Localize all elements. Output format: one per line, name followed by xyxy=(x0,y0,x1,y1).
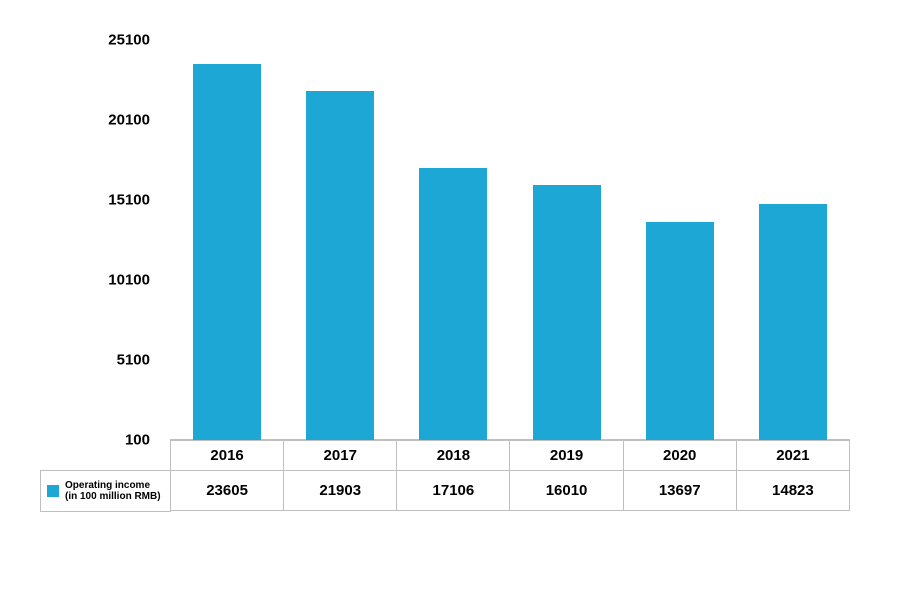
value-cell: 21903 xyxy=(284,471,397,511)
value-cell: 13697 xyxy=(623,471,736,511)
value-cell: 17106 xyxy=(397,471,510,511)
value-cell: 14823 xyxy=(736,471,849,511)
category-cell: 2016 xyxy=(171,441,284,471)
value-cell: 23605 xyxy=(171,471,284,511)
category-cell: 2018 xyxy=(397,441,510,471)
bar xyxy=(533,185,601,440)
legend-swatch xyxy=(47,485,59,497)
category-row: 2016 2017 2018 2019 2020 2021 xyxy=(171,441,850,471)
value-cell: 16010 xyxy=(510,471,623,511)
bar xyxy=(419,168,487,440)
y-tick-label: 25100 xyxy=(60,32,150,49)
value-row: 23605 21903 17106 16010 13697 14823 xyxy=(171,471,850,511)
y-tick-label: 100 xyxy=(60,432,150,449)
y-axis: 100510010100151002010025100 xyxy=(60,40,160,440)
category-cell: 2021 xyxy=(736,441,849,471)
y-tick-label: 15100 xyxy=(60,192,150,209)
y-tick-label: 20100 xyxy=(60,112,150,129)
bar xyxy=(193,64,261,440)
legend-label: Operating income (in 100 million RMB) xyxy=(65,480,161,503)
operating-income-chart: 100510010100151002010025100 Operating in… xyxy=(60,40,850,560)
legend-cell: Operating income (in 100 million RMB) xyxy=(40,470,171,512)
y-tick-label: 10100 xyxy=(60,272,150,289)
category-cell: 2017 xyxy=(284,441,397,471)
category-cell: 2019 xyxy=(510,441,623,471)
category-cell: 2020 xyxy=(623,441,736,471)
bar xyxy=(759,204,827,440)
plot-area xyxy=(170,40,850,440)
bar xyxy=(306,91,374,440)
data-table: 2016 2017 2018 2019 2020 2021 23605 2190… xyxy=(170,440,850,511)
y-tick-label: 5100 xyxy=(60,352,150,369)
bar xyxy=(646,222,714,440)
